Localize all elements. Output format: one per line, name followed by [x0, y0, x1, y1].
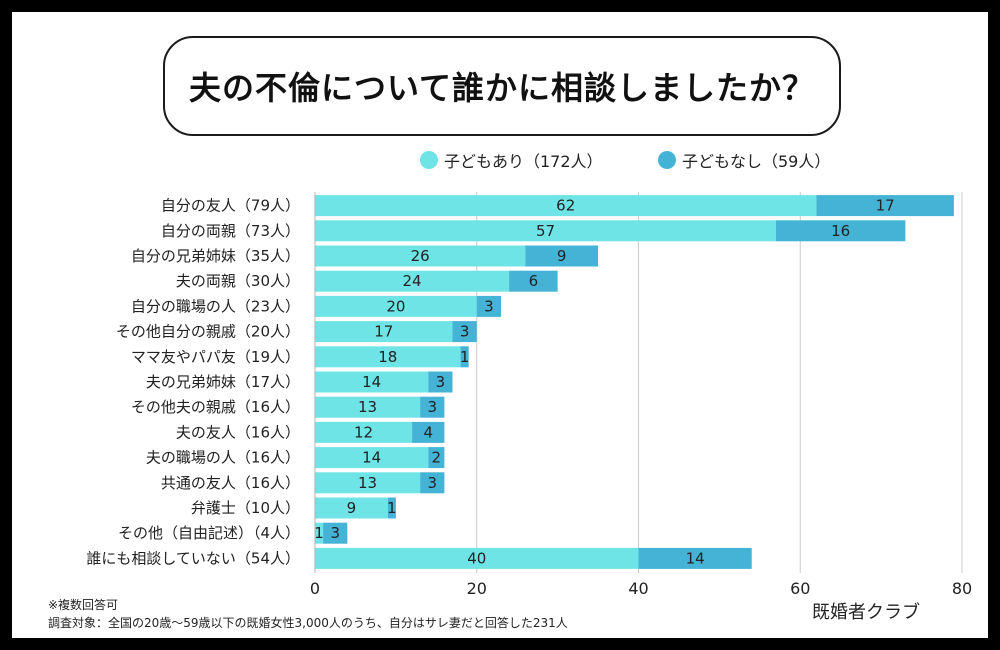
data-label: 3 — [484, 297, 494, 315]
category-label: 夫の友人（16人） — [176, 423, 300, 441]
category-label: 夫の職場の人（16人） — [146, 449, 300, 467]
bar-segment — [638, 547, 752, 569]
data-label: 13 — [358, 474, 377, 492]
title-box: 夫の不倫について誰かに相談しましたか？ — [163, 36, 841, 136]
category-label: 夫の兄弟姉妹（17人） — [146, 373, 300, 391]
data-label: 17 — [876, 197, 895, 215]
bar-segment — [476, 295, 502, 317]
bar-segment — [315, 447, 429, 469]
bar-segment — [428, 447, 445, 469]
x-tick-label: 0 — [310, 579, 320, 598]
bar-segment — [315, 522, 324, 544]
bar-segment — [412, 421, 445, 443]
legend-swatch-without-children — [658, 151, 676, 169]
data-label: 14 — [362, 449, 381, 467]
bar-segment — [315, 295, 477, 317]
data-label: 1 — [460, 348, 470, 366]
legend-label-without-children: 子どもなし（59人） — [682, 152, 831, 171]
category-label: その他自分の親戚（20人） — [116, 323, 300, 341]
data-label: 9 — [347, 499, 357, 517]
bar-segment — [315, 346, 461, 368]
category-label: 自分の兄弟姉妹（35人） — [131, 247, 300, 265]
bar-segment — [315, 472, 421, 494]
data-label: 12 — [354, 423, 373, 441]
data-label: 20 — [386, 297, 405, 315]
data-label: 57 — [536, 222, 555, 240]
bar-segment — [315, 371, 429, 393]
data-label: 16 — [831, 222, 850, 240]
bar-segment — [460, 346, 469, 368]
chart-title: 夫の不倫について誰かに相談しましたか？ — [188, 69, 816, 107]
bar-segment — [509, 270, 558, 292]
data-label: 18 — [378, 348, 397, 366]
bar-segment — [315, 421, 413, 443]
legend-item-with-children: 子どもあり（172人） — [420, 148, 603, 172]
x-tick-label: 40 — [628, 579, 648, 598]
data-label: 17 — [374, 323, 393, 341]
data-label: 6 — [529, 272, 539, 290]
data-label: 3 — [427, 398, 437, 416]
bar-segment — [420, 396, 445, 418]
data-label: 24 — [403, 272, 422, 290]
data-label: 26 — [411, 247, 430, 265]
source-label: 既婚者クラブ — [812, 602, 920, 623]
data-label: 4 — [423, 423, 433, 441]
bar-segment — [387, 497, 396, 519]
category-label: ママ友やパパ友（19人） — [131, 348, 300, 366]
legend-swatch-with-children — [420, 151, 438, 169]
category-label: その他（自由記述）（4人） — [118, 524, 300, 542]
x-tick-label: 60 — [790, 579, 810, 598]
category-label: 自分の職場の人（23人） — [131, 297, 300, 315]
note-multiple-answers: ※複数回答可 — [48, 598, 119, 612]
legend-label-with-children: 子どもあり（172人） — [444, 152, 603, 171]
bar-segment — [315, 547, 639, 569]
category-label: その他夫の親戚（16人） — [131, 398, 300, 416]
bar-segment — [323, 522, 348, 544]
data-label: 14 — [362, 373, 381, 391]
category-label: 夫の両親（30人） — [176, 272, 300, 290]
data-label: 9 — [557, 247, 567, 265]
data-label: 13 — [358, 398, 377, 416]
category-label: 弁護士（10人） — [191, 499, 300, 517]
category-label: 誰にも相談していない（54人） — [86, 549, 300, 567]
x-tick-label: 80 — [952, 579, 972, 598]
legend-item-without-children: 子どもなし（59人） — [658, 148, 830, 172]
bar-segment — [315, 497, 388, 519]
bar-segment — [315, 220, 776, 242]
bar-segment — [525, 245, 599, 267]
bar-segment — [428, 371, 453, 393]
note-survey-subject: 調査対象：全国の20歳〜59歳以下の既婚女性3,000人のうち、自分はサレ妻だと… — [48, 616, 568, 630]
data-label: 3 — [330, 524, 340, 542]
bar-segment — [452, 321, 477, 343]
x-tick-label: 20 — [467, 579, 487, 598]
data-label: 62 — [556, 197, 575, 215]
bar-segment — [315, 321, 453, 343]
data-label: 2 — [432, 449, 442, 467]
bar-segment — [816, 195, 954, 217]
bar-segment — [315, 270, 510, 292]
bar-segment — [420, 472, 445, 494]
data-label: 3 — [460, 323, 470, 341]
data-label: 40 — [467, 549, 486, 567]
category-label: 自分の両親（73人） — [161, 222, 300, 240]
data-label: 1 — [387, 499, 397, 517]
bar-segment — [775, 220, 906, 242]
data-label: 14 — [686, 549, 705, 567]
data-label: 1 — [314, 524, 324, 542]
data-label: 3 — [427, 474, 437, 492]
category-label: 自分の友人（79人） — [161, 197, 300, 215]
bar-segment — [315, 396, 421, 418]
category-label: 共通の友人（16人） — [161, 474, 300, 492]
bar-segment — [315, 195, 817, 217]
data-label: 3 — [436, 373, 446, 391]
bar-segment — [315, 245, 526, 267]
